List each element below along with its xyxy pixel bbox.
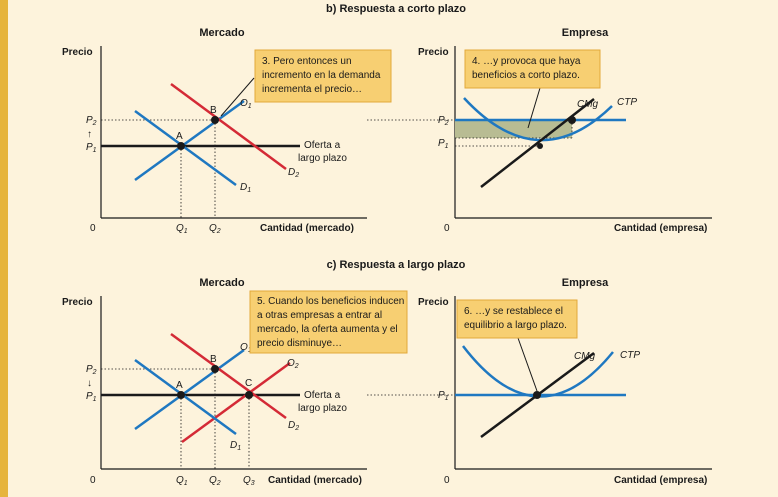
market-c-label-o2: O2 — [287, 358, 299, 370]
market-c-x-axis-label: Cantidad (mercado) — [268, 475, 362, 486]
market-b-label-a: A — [176, 131, 183, 142]
market-c-point-c — [245, 391, 253, 399]
market-c-supply-o1 — [134, 348, 245, 431]
firm-c-label-cmg: CMg — [574, 351, 596, 362]
market-c-label-q1: Q1 — [176, 475, 188, 487]
firm-c-heading: Empresa — [562, 277, 609, 289]
firm-c-label-ctp: CTP — [620, 350, 640, 361]
market-b-panel: Mercado Precio Cantidad (mercado) 0 A B … — [62, 27, 392, 235]
firm-c-y-axis-label: Precio — [418, 297, 449, 308]
market-b-label-d2: D2 — [288, 167, 299, 179]
firm-c-note-pointer — [517, 337, 538, 392]
market-b-lr-supply-label: Oferta a largo plazo — [298, 140, 347, 164]
market-c-note-box — [249, 290, 408, 354]
market-c-label-d1: D1 — [230, 440, 241, 452]
market-c-note-text: 5. Cuando los beneficios inducen a otras… — [257, 296, 407, 349]
market-c-label-p1: P1 — [86, 391, 97, 403]
market-b-label-q2: Q2 — [209, 223, 221, 235]
market-b-note-pointer — [220, 77, 255, 117]
market-c-point-a — [177, 391, 185, 399]
market-c-price-arrow: ↓ — [87, 378, 92, 389]
firm-b-note-text: 4. …y provoca que haya beneficios a cort… — [472, 56, 583, 81]
market-c-label-a: A — [176, 380, 183, 391]
market-b-label-p1: P1 — [86, 142, 97, 154]
market-b-point-a — [177, 142, 185, 150]
firm-b-x-axis-label: Cantidad (empresa) — [614, 223, 707, 234]
section-b-title: b) Respuesta a corto plazo — [326, 3, 466, 15]
firm-b-equilibrium-point — [568, 116, 576, 124]
firm-b-panel: Empresa Precio Cantidad (empresa) 0 P2 P… — [367, 27, 712, 234]
market-c-supply-o2 — [181, 361, 291, 444]
market-c-panel: Mercado Precio Cantidad (mercado) 0 A B … — [62, 277, 408, 487]
firm-b-label-p2: P2 — [438, 115, 449, 127]
firm-b-cmg-curve — [480, 98, 595, 188]
market-c-label-b: B — [210, 354, 217, 365]
market-b-label-q1: Q1 — [176, 223, 188, 235]
sidebar-stripe — [0, 0, 8, 497]
market-b-price-arrow: ↑ — [87, 129, 92, 140]
market-b-point-b — [211, 116, 219, 124]
market-c-point-b — [211, 365, 219, 373]
market-b-origin: 0 — [90, 223, 96, 234]
market-b-x-axis-label: Cantidad (mercado) — [260, 223, 354, 234]
market-b-heading: Mercado — [199, 27, 245, 39]
firm-b-label-ctp: CTP — [617, 97, 637, 108]
market-c-label-p2: P2 — [86, 364, 97, 376]
firm-c-note-text: 6. …y se restablece el equilibrio a larg… — [464, 306, 567, 331]
market-c-label-d2: D2 — [288, 420, 299, 432]
firm-b-label-p1: P1 — [438, 138, 449, 150]
firm-c-x-axis-label: Cantidad (empresa) — [614, 475, 707, 486]
firm-c-note-box — [456, 299, 578, 339]
firm-c-origin: 0 — [444, 475, 450, 486]
market-c-demand-d1 — [134, 358, 237, 436]
firm-b-label-cmg: CMg — [577, 99, 599, 110]
market-c-demand-d2 — [170, 332, 287, 420]
market-b-y-axis-label: Precio — [62, 47, 93, 58]
firm-b-heading: Empresa — [562, 27, 609, 39]
market-b-demand-d1 — [134, 109, 237, 187]
firm-b-note-pointer — [527, 87, 541, 129]
market-b-note-box — [254, 49, 392, 103]
market-b-label-p2: P2 — [86, 115, 97, 127]
market-b-label-d1: D1 — [240, 182, 251, 194]
market-c-label-q3: Q3 — [243, 475, 255, 487]
firm-b-ctp-curve — [463, 97, 613, 142]
market-b-label-b: B — [210, 105, 217, 116]
firm-b-origin: 0 — [444, 223, 450, 234]
firm-b-profit-area — [455, 120, 572, 138]
market-c-heading: Mercado — [199, 277, 245, 289]
section-c-title: c) Respuesta a largo plazo — [327, 259, 466, 271]
market-c-y-axis-label: Precio — [62, 297, 93, 308]
firm-c-panel: Empresa Precio Cantidad (empresa) 0 P1 C… — [367, 277, 712, 486]
market-c-lr-supply-label: Oferta a largo plazo — [298, 390, 347, 414]
market-b-supply-o1 — [134, 99, 245, 182]
firm-c-label-p1: P1 — [438, 390, 449, 402]
market-b-note-text: 3. Pero entonces un incremento en la dem… — [262, 56, 383, 95]
firm-b-y-axis-label: Precio — [418, 47, 449, 58]
market-b-label-o1: O1 — [240, 98, 252, 110]
market-c-label-q2: Q2 — [209, 475, 221, 487]
market-b-demand-d2 — [170, 82, 287, 171]
firm-c-equilibrium-point — [533, 391, 541, 399]
market-c-origin: 0 — [90, 475, 96, 486]
firm-b-note-box — [464, 49, 601, 89]
market-c-label-c: C — [245, 378, 252, 389]
firm-b-min-atc-point — [537, 143, 543, 149]
